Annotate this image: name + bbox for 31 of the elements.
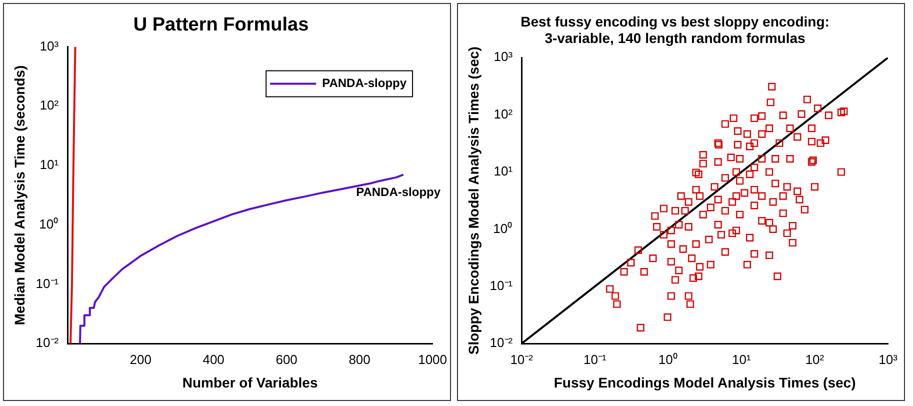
y-tick-label: 10⁻¹ bbox=[490, 278, 514, 293]
x-tick-label: 400 bbox=[202, 352, 224, 367]
x-tick-label: 10³ bbox=[878, 352, 898, 367]
y-tick-label: 10³ bbox=[40, 38, 60, 54]
chart-title: Best fussy encoding vs best sloppy encoding: 3-variable, 140 length random formulas bbox=[520, 13, 830, 46]
legend-label: PANDA-sloppy bbox=[322, 76, 407, 90]
y-axis-title: Sloppy Encodings Model Analysis Times (sec) bbox=[465, 46, 482, 355]
chart-title: U Pattern Formulas bbox=[133, 14, 309, 36]
y-tick-label: 10⁻² bbox=[36, 335, 60, 350]
x-axis-title: Fussy Encodings Model Analysis Times (sec) bbox=[554, 374, 856, 390]
x-tick-label: 200 bbox=[130, 352, 152, 367]
x-tick-label: 10¹ bbox=[732, 352, 752, 367]
x-tick-label: 600 bbox=[276, 352, 298, 367]
y-tick-label: 10¹ bbox=[40, 157, 60, 172]
x-tick-label: 10² bbox=[805, 352, 825, 367]
y-tick-label: 10¹ bbox=[494, 164, 514, 179]
annotation: PANDA-sloppy bbox=[356, 185, 441, 200]
y-tick-label: 10² bbox=[494, 106, 514, 122]
y-tick-label: 10⁻² bbox=[490, 335, 514, 350]
x-tick-label: 800 bbox=[348, 352, 370, 367]
y-tick-label: 10² bbox=[40, 98, 60, 113]
y-tick-label: 10⁻¹ bbox=[36, 276, 60, 291]
x-tick-label: 10⁰ bbox=[658, 352, 678, 367]
y-tick-label: 10⁰ bbox=[39, 216, 59, 232]
x-axis-title: Number of Variables bbox=[182, 374, 318, 390]
y-tick-label: 10⁰ bbox=[493, 220, 513, 236]
x-tick-label: 1000 bbox=[418, 352, 447, 367]
y-axis-title: Median Model Analysis Time (seconds) bbox=[11, 65, 28, 326]
y-tick-label: 10³ bbox=[494, 49, 514, 64]
x-tick-label: 10⁻¹ bbox=[583, 352, 607, 367]
x-tick-label: 10⁻² bbox=[510, 352, 534, 367]
